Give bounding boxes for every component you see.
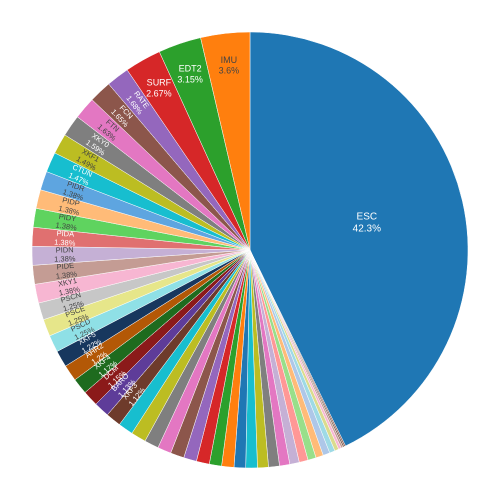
pie-slice (200, 31, 251, 251)
slice-category: PIDY (58, 212, 77, 223)
slice-percent: 1.38% (55, 269, 77, 280)
slice-category: XKY1 (57, 276, 78, 289)
slice-category: IMU (221, 55, 238, 65)
slice-category: PIDE (56, 261, 74, 272)
slice-category: PIDN (56, 245, 74, 254)
slice-percent: 2.67% (146, 88, 172, 98)
pie-slice (249, 31, 469, 447)
slice-percent: 1.38% (54, 238, 76, 248)
slice-percent: 3.15% (177, 74, 203, 84)
slice-percent: 1.38% (58, 284, 81, 297)
slice-category: PIDP (61, 195, 80, 208)
slice-percent: 1.38% (54, 254, 76, 264)
slice-category: SURF (147, 78, 172, 88)
slice-percent: 1.38% (55, 220, 78, 232)
slice-percent: 3.6% (219, 66, 240, 76)
slice-category: EDT2 (179, 64, 202, 74)
slice-category: ESC (357, 212, 378, 223)
slice-category: PIDA (56, 229, 74, 239)
slice-percent: 42.3% (353, 224, 381, 235)
